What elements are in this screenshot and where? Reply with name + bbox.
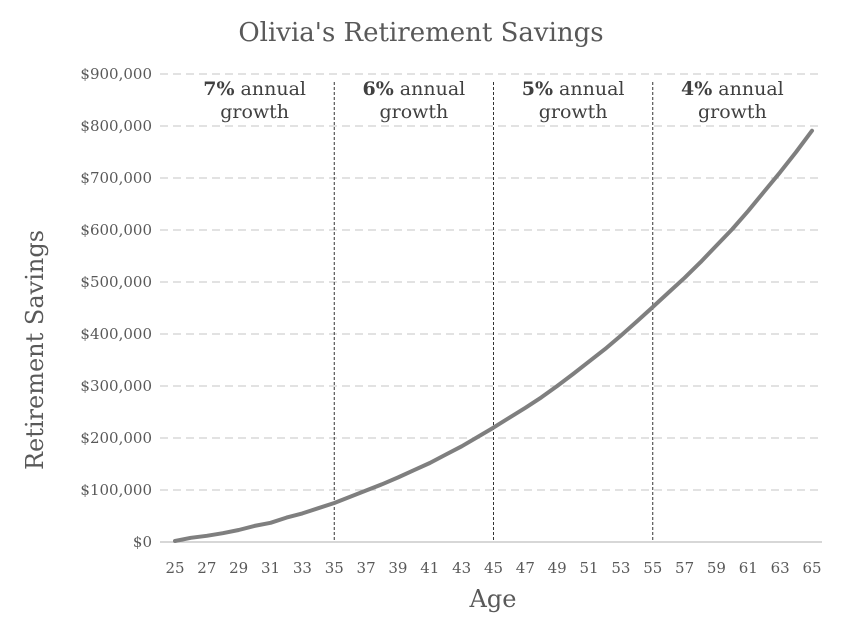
y-tick-label: $700,000 (80, 169, 152, 187)
growth-rate-percent: 4% (681, 78, 712, 100)
x-tick-label: 37 (357, 559, 376, 577)
x-tick-label: 39 (388, 559, 407, 577)
growth-rate-label: 4% annual (681, 78, 784, 100)
y-axis-tick-labels: $0 $100,000 $200,000 $300,000 $400,000 $500,0… (80, 65, 152, 551)
growth-rate-text: annual (235, 78, 306, 100)
growth-rate-text: annual (394, 78, 465, 100)
y-tick-label: $100,000 (80, 481, 152, 499)
x-tick-label: 43 (452, 559, 471, 577)
x-axis-tick-labels: 25 27 29 31 33 35 37 39 41 43 45 47 49 51 53 55 57 59 61 63… (165, 559, 821, 577)
gridlines (160, 73, 822, 543)
x-tick-label: 57 (675, 559, 694, 577)
x-tick-label: 51 (580, 559, 599, 577)
growth-rate-label: 5% annual (522, 78, 625, 100)
chart-title: Olivia's Retirement Savings (238, 18, 603, 48)
growth-label-line2: growth (379, 101, 448, 123)
x-tick-label: 53 (611, 559, 630, 577)
x-tick-label: 31 (261, 559, 280, 577)
y-tick-label: $0 (133, 533, 152, 551)
x-tick-label: 61 (739, 559, 758, 577)
y-tick-label: $800,000 (80, 117, 152, 135)
growth-rate-percent: 6% (362, 78, 393, 100)
y-tick-label: $500,000 (80, 273, 152, 291)
series-layer (173, 128, 814, 543)
x-tick-label: 65 (802, 559, 821, 577)
growth-rate-percent: 7% (203, 78, 234, 100)
y-tick-label: $200,000 (80, 429, 152, 447)
x-tick-label: 47 (516, 559, 535, 577)
x-tick-label: 29 (229, 559, 248, 577)
x-tick-label: 63 (771, 559, 790, 577)
y-tick-label: $300,000 (80, 377, 152, 395)
x-tick-label: 27 (197, 559, 216, 577)
growth-rate-percent: 5% (522, 78, 553, 100)
growth-rate-text: annual (712, 78, 783, 100)
x-tick-label: 35 (325, 559, 344, 577)
growth-label-line2: growth (220, 101, 289, 123)
x-tick-label: 49 (548, 559, 567, 577)
growth-rate-label: 7% annual (203, 78, 306, 100)
y-axis-title: Retirement Savings (21, 230, 49, 470)
retirement-savings-line (173, 128, 814, 543)
growth-phase-dividers (333, 82, 654, 542)
x-axis-title: Age (469, 585, 517, 613)
y-tick-label: $900,000 (80, 65, 152, 83)
x-tick-label: 59 (707, 559, 726, 577)
y-tick-label: $600,000 (80, 221, 152, 239)
growth-rate-text: annual (553, 78, 624, 100)
y-tick-label: $400,000 (80, 325, 152, 343)
x-tick-label: 41 (420, 559, 439, 577)
growth-rate-label: 6% annual (362, 78, 465, 100)
x-tick-label: 25 (165, 559, 184, 577)
x-tick-label: 33 (293, 559, 312, 577)
growth-label-line2: growth (698, 101, 767, 123)
x-tick-label: 45 (484, 559, 503, 577)
x-tick-label: 55 (643, 559, 662, 577)
growth-label-line2: growth (539, 101, 608, 123)
